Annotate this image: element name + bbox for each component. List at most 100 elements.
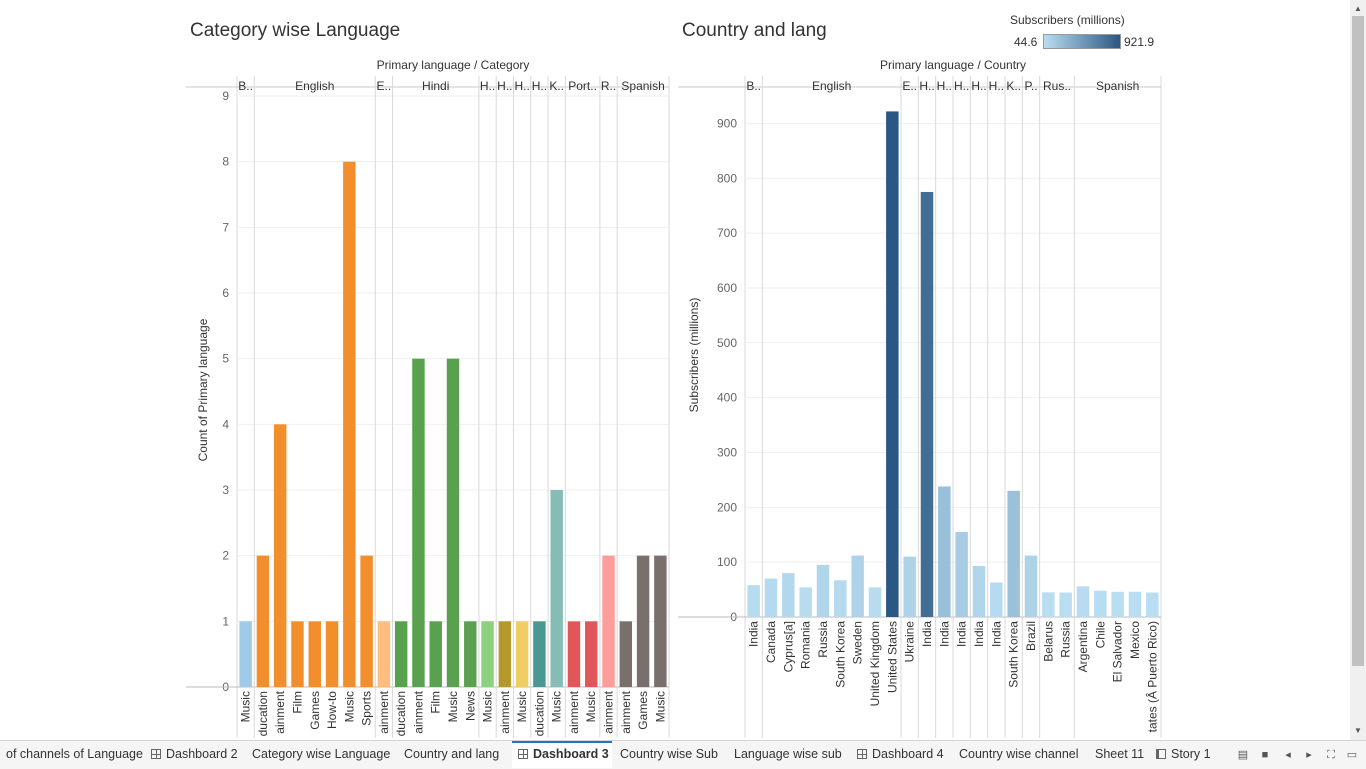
bar[interactable] [446,358,460,687]
group-header-label[interactable]: Spanish [1096,79,1139,93]
bar[interactable] [256,555,270,687]
group-header-label[interactable]: H.. [919,79,934,93]
bar[interactable] [834,580,847,617]
tab-language-wise-sub[interactable]: Language wise sub [728,741,846,768]
bar[interactable] [1024,555,1038,617]
group-header-label[interactable]: English [295,79,334,93]
bar[interactable] [972,565,986,617]
bar[interactable] [903,556,916,617]
bar[interactable] [782,573,795,617]
tab-story-1[interactable]: Story 1 [1150,741,1216,768]
group-header-label[interactable]: H.. [971,79,986,93]
scroll-up-icon[interactable]: ▲ [1354,4,1362,13]
fullscreen-icon[interactable]: ⛶ [1327,749,1335,761]
bar[interactable] [1076,586,1090,617]
group-header-label[interactable]: H.. [954,79,969,93]
tab-sheet-11[interactable]: Sheet 11 [1089,741,1145,768]
bar[interactable] [1094,590,1107,617]
x-category-label: News [463,691,477,721]
bar[interactable] [429,621,442,687]
group-header-label[interactable]: P.. [1024,79,1037,93]
group-header-label[interactable]: H.. [532,79,547,93]
group-header-label[interactable]: K.. [549,79,564,93]
legend-color-ramp[interactable] [1043,34,1121,49]
bar[interactable] [291,621,304,687]
bar[interactable] [325,621,339,687]
bar[interactable] [239,621,252,687]
x-category-label: Canada [764,621,778,663]
tab-country-wise-sub[interactable]: Country wise Sub [614,741,724,768]
bar[interactable] [1059,592,1072,617]
bar[interactable] [799,587,812,617]
group-header-label[interactable]: E.. [902,79,917,93]
bar[interactable] [764,578,778,617]
scroll-down-icon[interactable]: ▼ [1354,726,1362,735]
bar[interactable] [533,621,546,687]
bar[interactable] [747,585,760,617]
group-header-label[interactable]: B.. [746,79,761,93]
tab-of-channels-of-language[interactable]: of channels of Language [0,741,143,768]
bar[interactable] [1042,592,1055,617]
tab-dashboard-3[interactable]: Dashboard 3 [512,741,612,768]
bar[interactable] [343,161,356,687]
bar[interactable] [938,486,951,617]
bar[interactable] [360,555,373,687]
bar[interactable] [394,621,408,687]
group-header-label[interactable]: English [812,79,851,93]
present-icon[interactable]: ▭ [1346,749,1358,761]
tab-country-wise-channel[interactable]: Country wise channel [953,741,1083,768]
bar[interactable] [550,490,563,687]
bar[interactable] [1128,591,1142,617]
prev-sheet-icon[interactable]: ◂ [1285,749,1291,761]
next-sheet-icon[interactable]: ▸ [1306,749,1312,761]
bar[interactable] [619,621,633,687]
tab-category-wise-language[interactable]: Category wise Language [246,741,394,768]
bar[interactable] [567,621,581,687]
bar[interactable] [481,621,494,687]
bar[interactable] [868,587,882,617]
group-header-label[interactable]: K.. [1006,79,1021,93]
group-header-label[interactable]: E.. [377,79,392,93]
bar[interactable] [412,358,425,687]
group-header-label[interactable]: H.. [514,79,529,93]
bar[interactable] [886,111,899,617]
vertical-scrollbar[interactable]: ▲ ▼ [1350,0,1366,740]
bar[interactable] [377,621,391,687]
bar[interactable] [851,555,864,617]
scroll-thumb[interactable] [1352,16,1364,666]
bar[interactable] [585,621,598,687]
bar[interactable] [1111,591,1124,617]
bar[interactable] [515,621,529,687]
group-header-label[interactable]: Hindi [422,79,449,93]
group-header-label[interactable]: Spanish [621,79,664,93]
group-header-label[interactable]: H.. [497,79,512,93]
bar[interactable] [308,621,321,687]
bar[interactable] [990,582,1003,617]
tab-country-and-lang[interactable]: Country and lang [398,741,508,768]
group-header-label[interactable]: R.. [601,79,616,93]
x-category-label: ainment [567,690,581,733]
bar[interactable] [498,621,512,687]
group-header-label[interactable]: Rus.. [1043,79,1071,93]
bar[interactable] [955,531,968,617]
bar[interactable] [816,564,830,617]
group-header-label[interactable]: H.. [989,79,1004,93]
bar[interactable] [1146,592,1159,617]
group-header-label[interactable]: Port.. [568,79,597,93]
grid-view-icon[interactable]: ■ [1261,749,1269,761]
group-header-label[interactable]: H.. [937,79,952,93]
group-header-label[interactable]: B.. [238,79,253,93]
filmstrip-view-icon[interactable]: ▤ [1237,749,1249,761]
bar[interactable] [273,424,287,687]
bar[interactable] [602,555,615,687]
bar[interactable] [1007,490,1020,617]
group-header-label[interactable]: H.. [480,79,495,93]
tab-dashboard-2[interactable]: Dashboard 2 [145,741,243,768]
bar[interactable] [636,555,650,687]
bar[interactable] [920,191,934,617]
tab-dashboard-4[interactable]: Dashboard 4 [851,741,949,768]
bar[interactable] [464,621,477,687]
bar[interactable] [654,555,667,687]
